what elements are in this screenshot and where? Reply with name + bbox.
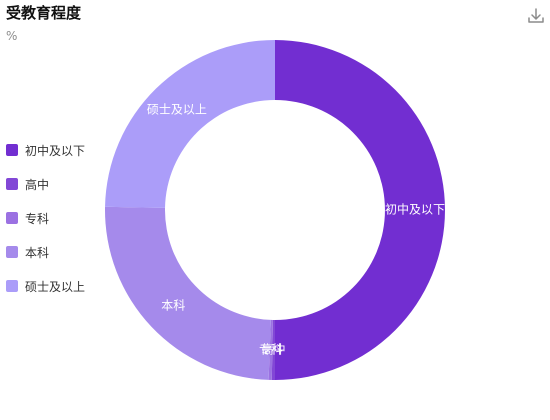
legend-label: 专科 — [25, 211, 50, 226]
unit-label: % — [6, 29, 18, 43]
legend-item[interactable]: 专科 — [6, 201, 85, 235]
legend-label: 本科 — [25, 245, 50, 260]
legend-swatch — [6, 212, 18, 224]
donut-slice-4[interactable] — [105, 40, 275, 208]
chart-title: 受教育程度 — [6, 4, 82, 22]
legend-item[interactable]: 硕士及以上 — [6, 269, 85, 303]
slice-label-4: 硕士及以上 — [147, 103, 207, 117]
slice-label-2: 专科 — [259, 341, 283, 356]
legend-swatch — [6, 178, 18, 190]
legend-swatch — [6, 246, 18, 258]
donut-slice-1[interactable] — [271, 319, 275, 380]
legend-swatch — [6, 280, 18, 292]
slice-label-3: 本科 — [161, 299, 185, 313]
legend-label: 初中及以下 — [25, 143, 86, 158]
slice-label-1: 高中 — [262, 341, 286, 356]
legend-swatch — [6, 144, 18, 156]
legend: 初中及以下 高中 专科 本科 硕士及以上 — [6, 133, 85, 303]
slice-label-0: 初中及以下 — [385, 202, 445, 217]
donut-slice-2[interactable] — [268, 319, 273, 380]
legend-label: 硕士及以上 — [25, 279, 86, 294]
download-icon[interactable] — [526, 6, 546, 26]
legend-item[interactable]: 高中 — [6, 167, 85, 201]
donut-slice-0[interactable] — [275, 40, 445, 380]
legend-label: 高中 — [25, 177, 50, 192]
legend-item[interactable]: 本科 — [6, 235, 85, 269]
legend-item[interactable]: 初中及以下 — [6, 133, 85, 167]
donut-slice-3[interactable] — [104, 206, 271, 380]
